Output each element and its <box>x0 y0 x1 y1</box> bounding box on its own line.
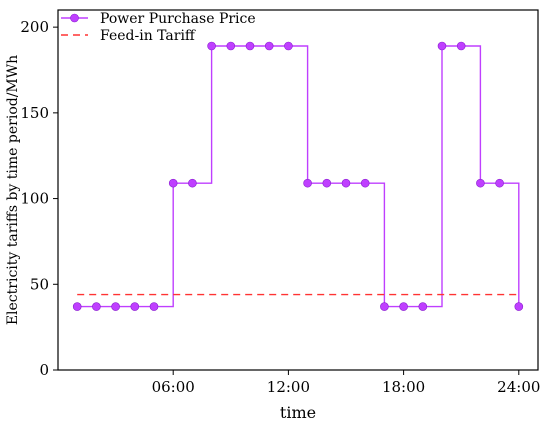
x-tick-label: 12:00 <box>267 378 310 396</box>
y-tick-label: 50 <box>30 275 49 293</box>
data-point <box>303 178 312 188</box>
y-axis: 0 50 100 150 200 <box>20 18 58 379</box>
data-point <box>360 178 370 188</box>
data-point <box>476 178 485 188</box>
x-tick-label: 06:00 <box>152 378 195 396</box>
data-point <box>207 41 216 51</box>
plot-frame <box>57 9 539 371</box>
data-point <box>188 178 197 188</box>
y-tick-label: 150 <box>20 104 49 122</box>
x-axis: 06:00 12:00 18:00 24:00 <box>152 370 540 396</box>
y-axis-title: Electricity tariffs by time period/MWh <box>5 55 21 325</box>
data-point <box>168 178 178 188</box>
x-axis-title: time <box>280 403 316 422</box>
y-tick-label: 100 <box>20 190 49 208</box>
y-tick-label: 0 <box>39 361 49 379</box>
data-point <box>322 178 332 188</box>
series-line-power-purchase <box>77 45 520 308</box>
data-point <box>72 302 82 311</box>
x-tick-label: 24:00 <box>497 378 540 396</box>
data-point <box>456 41 466 51</box>
data-point <box>495 178 504 188</box>
data-point <box>514 302 524 311</box>
data-point <box>264 41 274 51</box>
data-point <box>130 302 140 311</box>
data-point <box>341 178 351 188</box>
data-point <box>245 41 255 51</box>
x-tick-label: 18:00 <box>382 378 425 396</box>
data-point <box>284 41 293 51</box>
legend-swatch-marker <box>70 13 79 23</box>
data-point <box>226 41 236 51</box>
legend-label: Feed-in Tariff <box>100 28 196 44</box>
data-point <box>380 302 389 311</box>
data-point <box>418 302 428 311</box>
y-tick-label: 200 <box>20 18 49 36</box>
legend-label: Power Purchase Price <box>100 11 256 27</box>
data-point <box>399 302 408 311</box>
data-point <box>111 302 120 311</box>
data-point <box>92 302 101 311</box>
series-layer <box>72 41 524 311</box>
data-point <box>437 41 447 51</box>
data-point <box>149 302 159 311</box>
